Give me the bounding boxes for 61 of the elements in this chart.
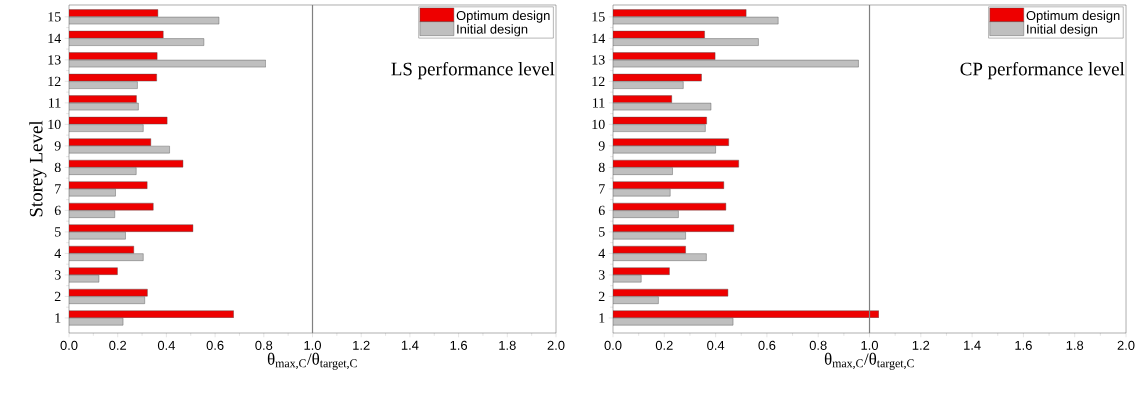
y-tick-label: 8 xyxy=(598,162,605,173)
y-tick-label: 9 xyxy=(598,141,605,151)
x-tick-label: 1.2 xyxy=(353,340,370,350)
x-tick-label: 0.6 xyxy=(758,340,776,350)
y-tick-label: 15 xyxy=(592,12,605,22)
x-tick-label: 0.8 xyxy=(809,340,827,350)
x-tick-label: 1.8 xyxy=(1066,340,1084,350)
y-tick-label: 2 xyxy=(598,291,605,302)
y-tick-label: 8 xyxy=(54,162,61,173)
y-tick-label: 6 xyxy=(598,205,605,216)
x-tick-label: 1.0 xyxy=(304,340,321,350)
y-tick-label: 5 xyxy=(55,227,61,237)
y-tick-label: 10 xyxy=(592,119,605,130)
y-tick-label: 15 xyxy=(48,12,61,22)
x-tick-label: 2.0 xyxy=(547,340,565,350)
x-tick-label: 0.0 xyxy=(604,340,622,350)
x-tick-label: 1.8 xyxy=(499,340,516,350)
y-tick-label: 2 xyxy=(54,291,61,302)
x-axis-title: θ$_{max,C}$/θ$_{target,C}$ xyxy=(267,352,357,370)
y-tick-label: 11 xyxy=(49,98,61,108)
y-tick-label: 3 xyxy=(54,270,61,280)
y-tick-label: 14 xyxy=(592,33,606,43)
y-tick-label: 4 xyxy=(54,248,62,259)
y-tick-label: 5 xyxy=(599,227,605,237)
x-tick-label: 0.4 xyxy=(707,340,725,350)
x-tick-label: 0.2 xyxy=(655,340,673,350)
x-tick-label: 0.6 xyxy=(206,340,224,350)
legend-label: Initial design xyxy=(457,24,528,37)
legend-label: Optimum design xyxy=(1026,10,1120,23)
y-tick-label: 10 xyxy=(48,119,61,130)
x-tick-label: 0.0 xyxy=(60,340,78,350)
y-tick-label: 11 xyxy=(593,98,605,108)
y-tick-label: 4 xyxy=(598,248,606,259)
legend-label: Optimum design xyxy=(456,10,550,23)
y-axis-title: Storey Level xyxy=(29,120,47,217)
x-tick-label: 1.0 xyxy=(861,340,879,350)
x-tick-label: 1.6 xyxy=(450,340,468,350)
x-tick-label: 0.4 xyxy=(157,340,176,350)
y-tick-label: 7 xyxy=(599,184,605,194)
x-tick-label: 0.8 xyxy=(255,340,273,350)
y-tick-label: 12 xyxy=(48,76,61,86)
annotation: LS performance level xyxy=(391,61,555,80)
x-axis-title: θ$_{max,C}$/θ$_{target,C}$ xyxy=(824,352,914,370)
y-tick-label: 9 xyxy=(54,141,61,151)
x-tick-label: 0.2 xyxy=(109,340,127,350)
y-tick-label: 1 xyxy=(55,313,61,323)
legend-label: Initial design xyxy=(1027,24,1098,37)
x-tick-label: 2.0 xyxy=(1117,340,1135,350)
x-tick-label: 1.2 xyxy=(912,340,930,350)
x-tick-label: 1.6 xyxy=(1015,340,1032,350)
y-tick-label: 13 xyxy=(592,55,605,65)
x-tick-label: 1.4 xyxy=(401,340,419,350)
annotation: CP performance level xyxy=(960,61,1125,80)
y-tick-label: 7 xyxy=(55,184,61,194)
y-tick-label: 3 xyxy=(598,270,605,280)
y-tick-label: 14 xyxy=(48,33,62,43)
y-tick-label: 12 xyxy=(592,76,605,86)
y-tick-label: 13 xyxy=(48,55,61,65)
y-tick-label: 6 xyxy=(54,205,61,216)
x-tick-label: 1.4 xyxy=(964,340,981,350)
y-tick-label: 1 xyxy=(599,313,605,323)
